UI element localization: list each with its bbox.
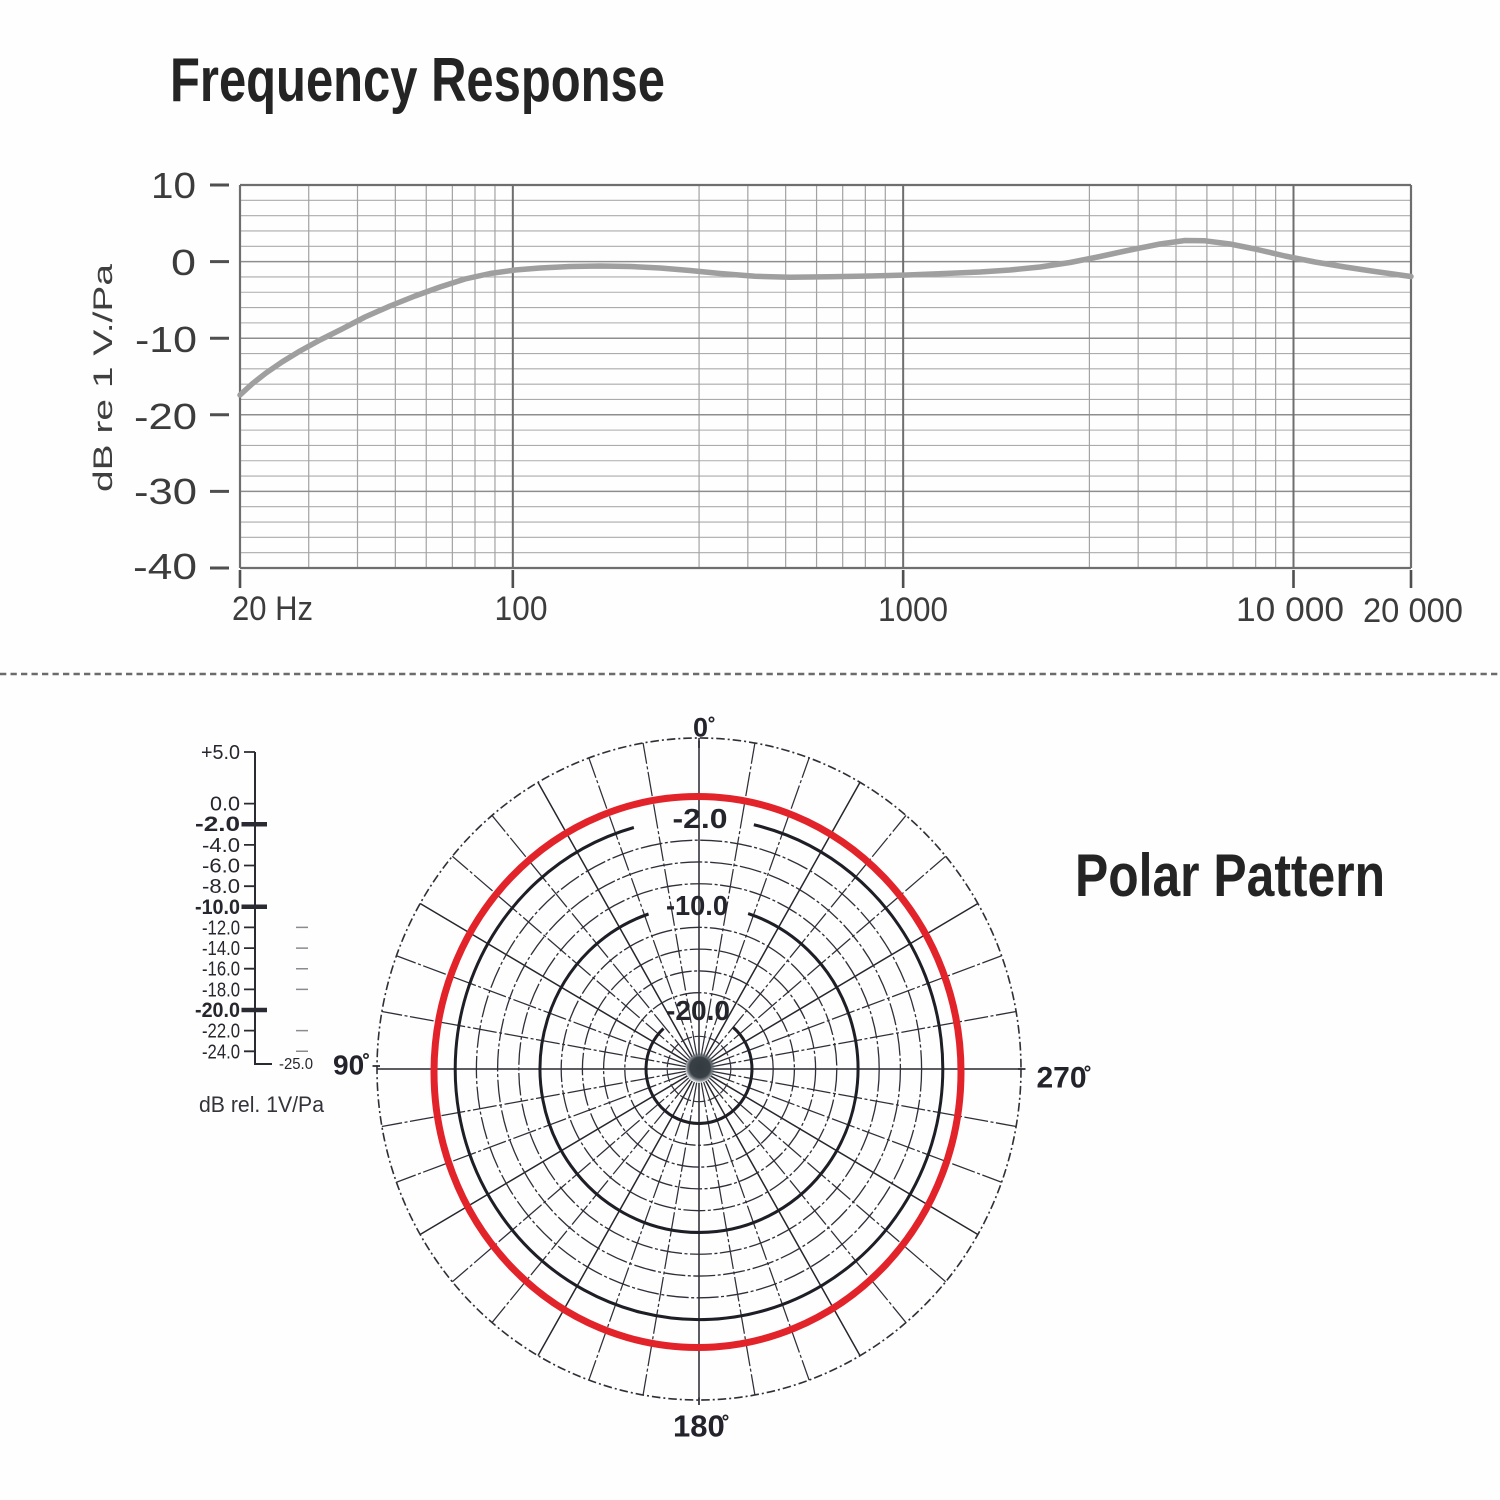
svg-text:-4.0: -4.0	[202, 835, 240, 857]
svg-text:-22.0: -22.0	[202, 1021, 240, 1043]
svg-text:270: 270	[1037, 1062, 1087, 1095]
svg-text:-10: -10	[135, 319, 197, 360]
svg-text:-8.0: -8.0	[202, 876, 240, 898]
svg-text:-16.0: -16.0	[202, 959, 240, 981]
svg-text:1000: 1000	[878, 591, 948, 629]
svg-text:0.0: 0.0	[210, 794, 240, 816]
svg-text:Polar Pattern: Polar Pattern	[1075, 842, 1385, 909]
svg-text:-20.0: -20.0	[195, 999, 240, 1022]
svg-text:-20: -20	[134, 396, 197, 437]
svg-text:20 000: 20 000	[1363, 592, 1463, 630]
svg-text:180: 180	[673, 1409, 725, 1444]
svg-text:-30: -30	[134, 471, 197, 512]
svg-text:20 Hz: 20 Hz	[232, 590, 313, 628]
svg-text:-12.0: -12.0	[202, 917, 240, 939]
svg-text:0: 0	[693, 713, 708, 743]
svg-text:-10.0: -10.0	[666, 890, 728, 921]
svg-text:-6.0: -6.0	[202, 856, 240, 878]
svg-text:-18.0: -18.0	[202, 979, 240, 1001]
svg-text:-14.0: -14.0	[202, 938, 240, 960]
svg-text:-2.0: -2.0	[673, 803, 728, 834]
svg-text:-2.0: -2.0	[195, 813, 240, 836]
svg-text:100: 100	[495, 590, 548, 628]
svg-text:-40: -40	[133, 546, 197, 587]
svg-text:10 000: 10 000	[1236, 591, 1344, 629]
svg-text:0: 0	[171, 242, 196, 283]
svg-text:-24.0: -24.0	[202, 1041, 240, 1063]
svg-text:dB rel. 1V/Pa: dB rel. 1V/Pa	[199, 1092, 325, 1117]
svg-text:Frequency Response: Frequency Response	[170, 46, 665, 115]
svg-text:10: 10	[151, 165, 196, 206]
svg-text:-20.0: -20.0	[666, 995, 730, 1026]
svg-text:90: 90	[333, 1050, 364, 1081]
svg-text:+5.0: +5.0	[201, 742, 240, 764]
svg-text:-25.0: -25.0	[279, 1056, 313, 1073]
svg-text:-10.0: -10.0	[195, 896, 240, 919]
svg-text:dB re 1 V./Pa: dB re 1 V./Pa	[88, 263, 118, 492]
